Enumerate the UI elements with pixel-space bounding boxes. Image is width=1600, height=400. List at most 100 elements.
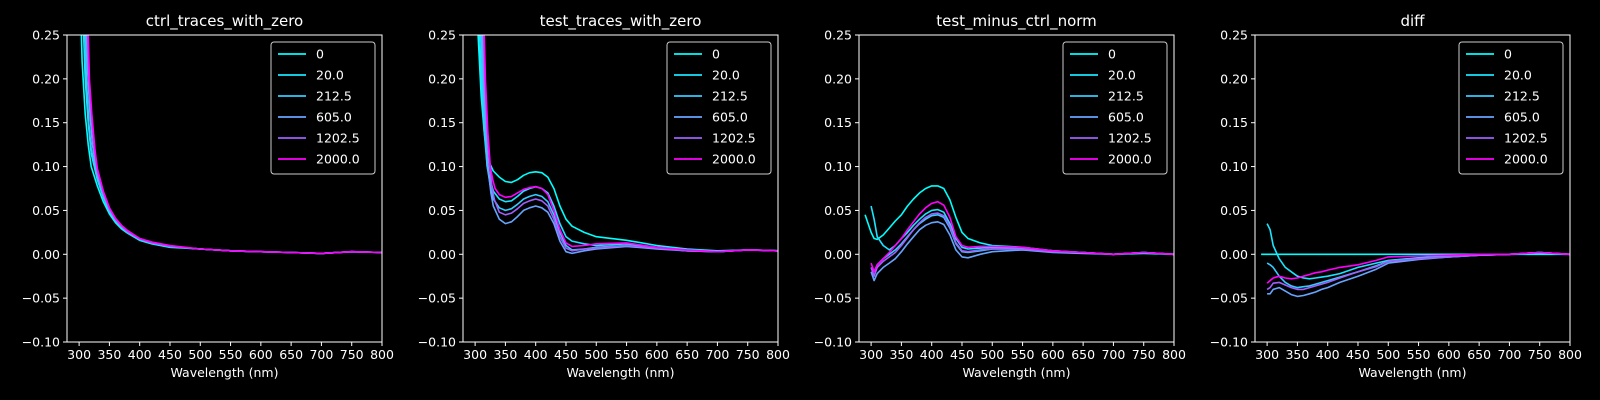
series-group	[864, 185, 1174, 282]
x-tick-label: 350	[889, 347, 913, 362]
x-axis-label: Wavelength (nm)	[171, 365, 279, 380]
y-tick-label: 0.20	[824, 71, 852, 86]
y-tick-label: 0.00	[1220, 247, 1248, 262]
x-axis-label: Wavelength (nm)	[963, 365, 1071, 380]
series-line-2000-0	[870, 200, 1174, 273]
y-tick-label: −0.05	[814, 291, 852, 306]
legend-entry-label: 1202.5	[1504, 131, 1548, 146]
series-group	[1261, 223, 1570, 298]
x-tick-label: 800	[1162, 347, 1186, 362]
x-tick-label: 550	[1011, 347, 1035, 362]
x-tick-label: 300	[859, 347, 883, 362]
x-tick-label: 800	[1558, 347, 1582, 362]
x-tick-label: 350	[493, 347, 517, 362]
plot-frame	[858, 34, 1175, 343]
x-tick-label: 750	[340, 347, 364, 362]
legend: 0 20.0 212.5 605.0 1202.5 2000.0	[270, 41, 376, 175]
x-tick-label: 350	[97, 347, 121, 362]
x-tick-label: 800	[370, 347, 394, 362]
legend-entry-label: 1202.5	[316, 131, 360, 146]
chart-panel-2: test_traces_with_zero 300 350 400 450 500 550 6…	[418, 12, 790, 380]
y-tick-label: 0.00	[32, 247, 60, 262]
x-tick-label: 550	[219, 347, 243, 362]
x-tick-label: 700	[309, 347, 333, 362]
legend-entry-label: 0	[712, 47, 720, 62]
legend: 0 20.0 212.5 605.0 1202.5 2000.0	[666, 41, 772, 175]
legend-entry-label: 2000.0	[1108, 152, 1152, 167]
x-tick-label: 300	[1255, 347, 1279, 362]
series-line-2000-0	[483, 35, 778, 253]
series-line-1202-5	[1266, 251, 1570, 291]
x-tick-label: 650	[1071, 347, 1095, 362]
x-tick-label: 700	[705, 347, 729, 362]
y-tick-label: 0.25	[32, 28, 60, 43]
y-tick-label: 0.10	[32, 159, 60, 174]
y-tick-label: 0.10	[428, 159, 456, 174]
y-tick-label: 0.05	[32, 203, 60, 218]
series-line-0	[864, 185, 1174, 256]
y-tick-label: 0.20	[32, 71, 60, 86]
x-tick-label: 600	[249, 347, 273, 362]
legend-entry-label: 605.0	[712, 110, 748, 125]
series-group	[477, 35, 778, 255]
y-tick-label: 0.25	[824, 28, 852, 43]
y-tick-label: 0.15	[428, 115, 456, 130]
x-axis-label: Wavelength (nm)	[567, 365, 675, 380]
legend-entry-label: 1202.5	[1108, 131, 1152, 146]
y-tick-label: 0.00	[428, 247, 456, 262]
x-tick-label: 550	[1407, 347, 1431, 362]
legend-entry-label: 212.5	[1108, 89, 1144, 104]
y-tick-label: −0.10	[1210, 335, 1248, 350]
plot-frame	[66, 34, 383, 343]
series-line-605-0	[481, 35, 778, 255]
x-tick-label: 650	[1467, 347, 1491, 362]
y-tick-label: 0.15	[824, 115, 852, 130]
legend-entry-label: 20.0	[1504, 68, 1532, 83]
x-tick-label: 500	[980, 347, 1004, 362]
chart-panel-3: test_minus_ctrl_norm 300 350 400 450 500 550 60…	[814, 12, 1186, 380]
series-line-2000-0	[87, 35, 382, 255]
x-tick-label: 800	[766, 347, 790, 362]
x-tick-label: 600	[1041, 347, 1065, 362]
legend-entry-label: 212.5	[712, 89, 748, 104]
y-tick-label: 0.05	[824, 203, 852, 218]
x-tick-label: 700	[1497, 347, 1521, 362]
y-tick-label: 0.20	[1220, 71, 1248, 86]
plot-frame	[1254, 34, 1571, 343]
x-tick-label: 300	[67, 347, 91, 362]
x-tick-label: 550	[615, 347, 639, 362]
x-tick-label: 700	[1101, 347, 1125, 362]
chart-panel-1: ctrl_traces_with_zero 300 350 400 450 500 550 6…	[22, 12, 394, 380]
y-tick-label: −0.10	[814, 335, 852, 350]
x-tick-label: 750	[1132, 347, 1156, 362]
series-line-2000-0	[1266, 251, 1570, 284]
legend-entry-label: 20.0	[1108, 68, 1136, 83]
y-tick-label: −0.10	[418, 335, 456, 350]
x-tick-label: 450	[1346, 347, 1370, 362]
chart-panel-4: diff 300 350 400 450 500 550 600 650 700 750 800 −0.…	[1210, 12, 1582, 380]
y-tick-label: −0.10	[22, 335, 60, 350]
x-tick-label: 500	[188, 347, 212, 362]
x-tick-label: 450	[554, 347, 578, 362]
chart-title: test_traces_with_zero	[540, 12, 702, 31]
y-tick-label: 0.00	[824, 247, 852, 262]
x-tick-label: 650	[279, 347, 303, 362]
x-tick-label: 400	[524, 347, 548, 362]
series-line-605-0	[870, 221, 1174, 282]
x-tick-label: 400	[920, 347, 944, 362]
x-tick-label: 600	[645, 347, 669, 362]
chart-title: diff	[1400, 12, 1425, 30]
x-tick-label: 450	[950, 347, 974, 362]
plot-frame	[462, 34, 779, 343]
y-tick-label: 0.10	[1220, 159, 1248, 174]
chart-title: ctrl_traces_with_zero	[146, 12, 303, 31]
series-line-1202-5	[482, 35, 778, 253]
y-tick-label: −0.05	[418, 291, 456, 306]
x-tick-label: 600	[1437, 347, 1461, 362]
legend-entry-label: 20.0	[712, 68, 740, 83]
x-tick-label: 500	[584, 347, 608, 362]
legend-entry-label: 212.5	[316, 89, 352, 104]
x-tick-label: 350	[1285, 347, 1309, 362]
y-tick-label: 0.05	[428, 203, 456, 218]
y-tick-label: −0.05	[1210, 291, 1248, 306]
